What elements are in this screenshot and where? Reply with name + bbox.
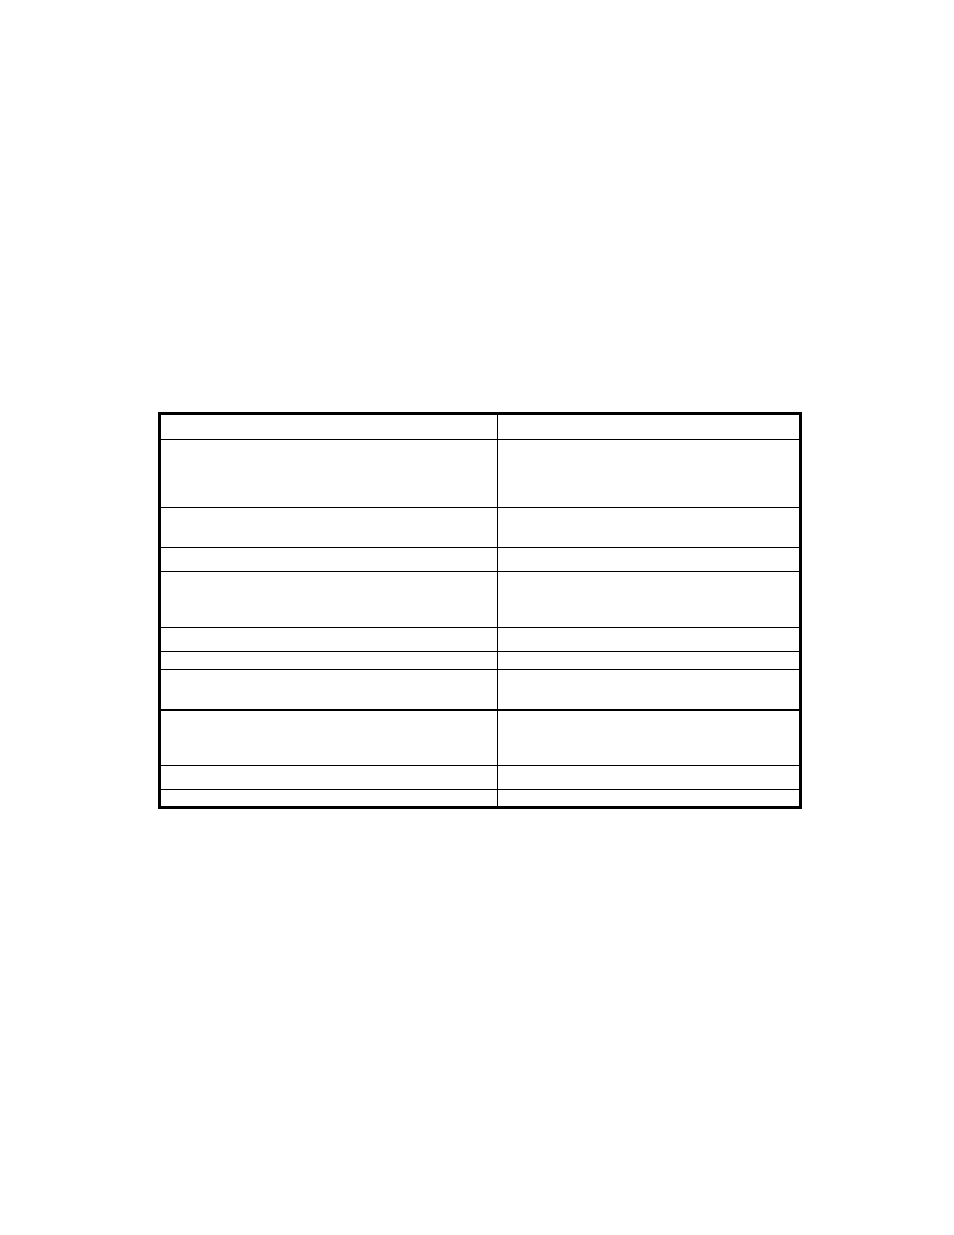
table-cell xyxy=(498,670,801,710)
table-cell xyxy=(498,548,801,572)
table-row xyxy=(160,628,801,652)
table-row xyxy=(160,440,801,508)
table-cell xyxy=(498,508,801,548)
table-cell xyxy=(160,628,498,652)
table-cell xyxy=(498,572,801,628)
table-cell xyxy=(160,670,498,710)
table-cell xyxy=(160,710,498,766)
data-table xyxy=(158,412,802,809)
table-cell xyxy=(498,440,801,508)
table-row xyxy=(160,548,801,572)
table-cell xyxy=(160,572,498,628)
table-cell xyxy=(160,652,498,670)
table-cell xyxy=(498,652,801,670)
table-cell xyxy=(160,414,498,440)
table-cell xyxy=(160,766,498,790)
table-cell xyxy=(498,710,801,766)
table-cell xyxy=(498,628,801,652)
table-cell xyxy=(498,766,801,790)
table-cell xyxy=(498,414,801,440)
table-row xyxy=(160,670,801,710)
table-row xyxy=(160,414,801,440)
table-row xyxy=(160,710,801,766)
table-row xyxy=(160,508,801,548)
table-cell xyxy=(160,790,498,808)
table-row xyxy=(160,766,801,790)
table-row xyxy=(160,572,801,628)
table-cell xyxy=(160,508,498,548)
table-cell xyxy=(498,790,801,808)
table-row xyxy=(160,652,801,670)
table-cell xyxy=(160,440,498,508)
table-row xyxy=(160,790,801,808)
table-cell xyxy=(160,548,498,572)
